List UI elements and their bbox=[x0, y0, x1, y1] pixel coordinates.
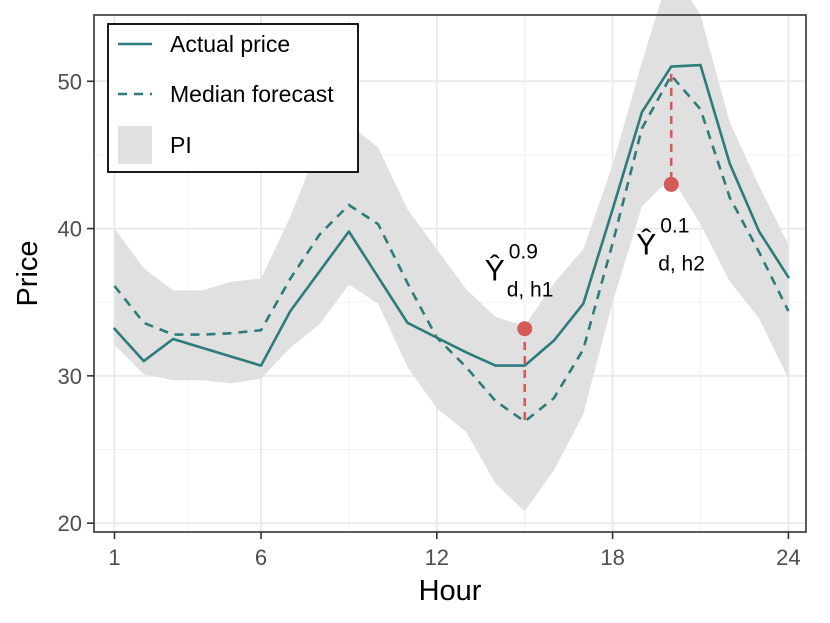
annotation-subscript: d, h2 bbox=[658, 252, 705, 275]
legend-label: Actual price bbox=[170, 31, 290, 57]
y-axis-ticks: 20 30 40 50 bbox=[58, 69, 94, 536]
annotation-subscript: d, h1 bbox=[507, 279, 554, 302]
legend-label: Median forecast bbox=[170, 81, 334, 107]
annotation-superscript: 0.9 bbox=[509, 241, 538, 264]
y-tick-label: 50 bbox=[58, 69, 82, 94]
annotation-label: Ŷ bbox=[485, 255, 505, 288]
y-axis-title: Price bbox=[12, 240, 44, 306]
x-tick-label: 24 bbox=[776, 545, 800, 570]
annotation-point bbox=[517, 321, 533, 337]
legend-box bbox=[107, 23, 359, 173]
y-tick-label: 40 bbox=[58, 217, 82, 242]
x-tick-label: 12 bbox=[425, 545, 449, 570]
x-axis-title: Hour bbox=[419, 575, 482, 607]
median-forecast-line bbox=[113, 74, 790, 423]
y-tick-label: 20 bbox=[58, 511, 82, 536]
annotation-superscript: 0.1 bbox=[660, 214, 689, 237]
actual-price-line bbox=[113, 63, 790, 367]
legend-label: PI bbox=[170, 132, 192, 158]
annotation-label: Ŷ bbox=[636, 228, 656, 261]
x-tick-label: 1 bbox=[108, 545, 120, 570]
annotation-point bbox=[663, 176, 679, 192]
x-tick-label: 18 bbox=[600, 545, 624, 570]
prediction-interval-band bbox=[114, 0, 789, 512]
legend: Actual price Median forecast PI bbox=[107, 23, 359, 173]
legend-key-pi bbox=[118, 126, 152, 164]
x-axis-ticks: 1 6 12 18 24 bbox=[108, 532, 801, 570]
x-tick-label: 6 bbox=[255, 545, 267, 570]
y-tick-label: 30 bbox=[58, 364, 82, 389]
plot-panel-border bbox=[93, 14, 807, 533]
